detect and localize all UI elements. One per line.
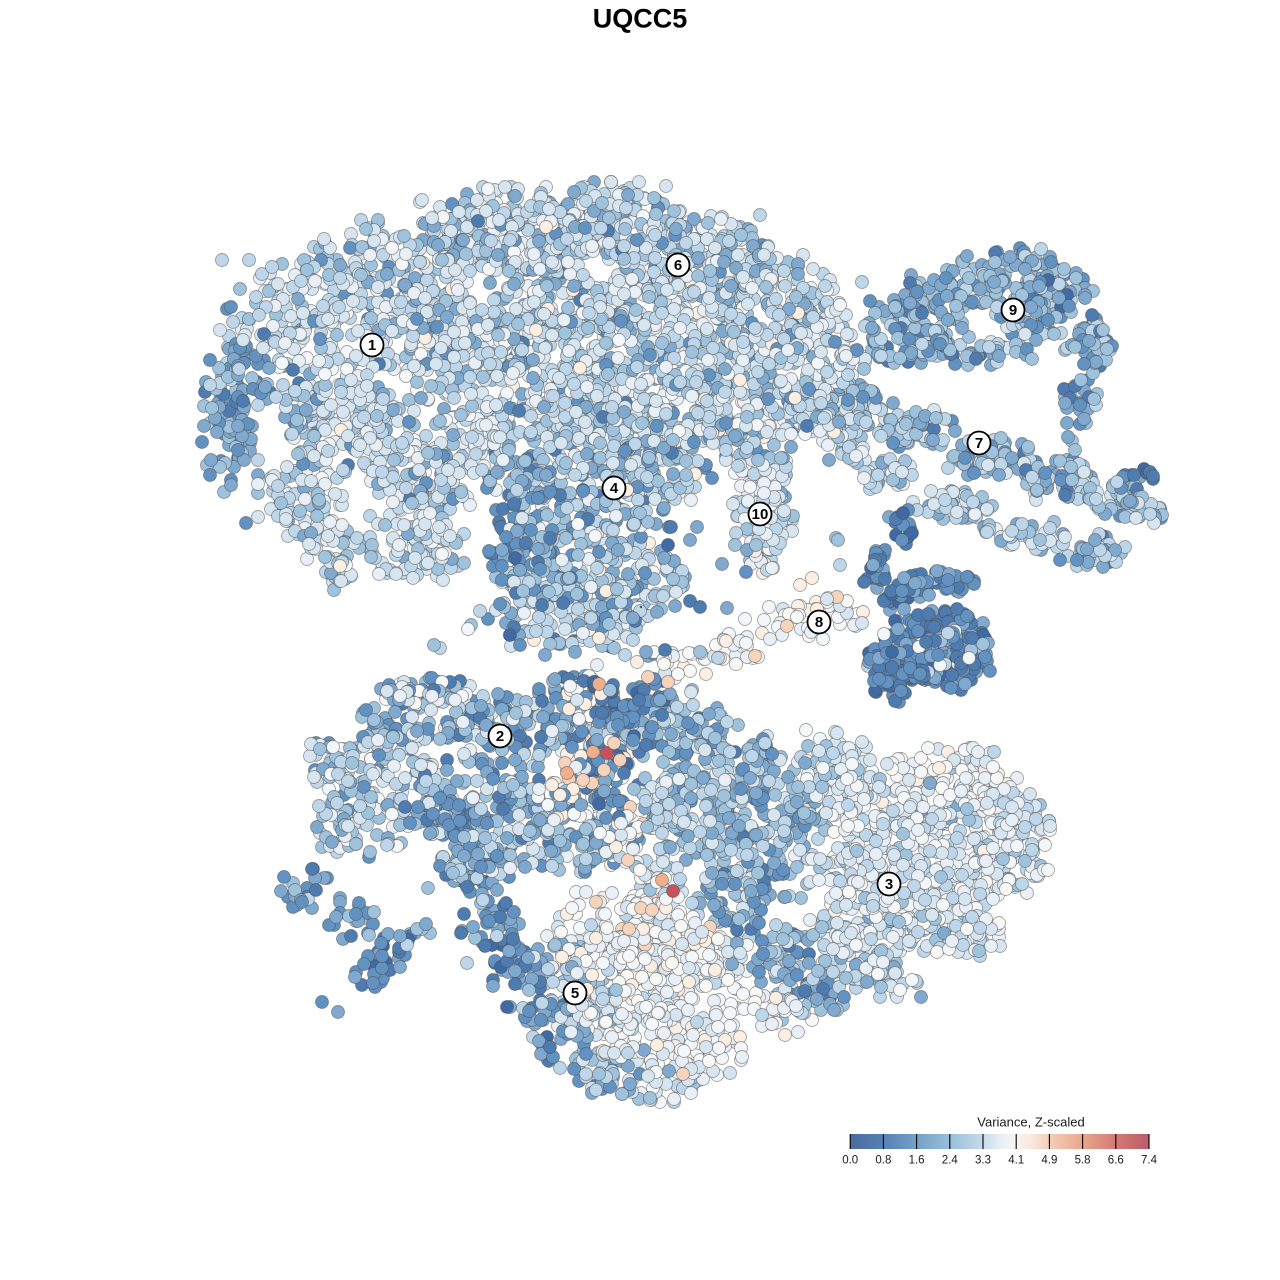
svg-text:UQCC5: UQCC5 bbox=[593, 4, 688, 34]
